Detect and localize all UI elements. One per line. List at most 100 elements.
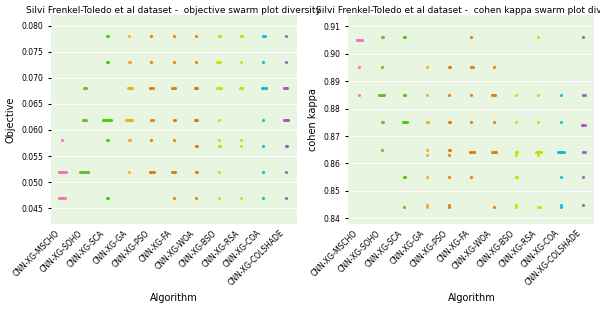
Point: [215, 60, 224, 65]
Point: [214, 34, 223, 39]
Point: [60, 169, 70, 174]
Point: [556, 120, 566, 125]
Point: [127, 86, 136, 91]
Point: [511, 205, 521, 210]
Point: [469, 150, 479, 155]
Point: [578, 202, 588, 207]
Point: [236, 86, 246, 91]
Point: [444, 153, 454, 158]
Point: [532, 150, 542, 155]
Point: [193, 169, 202, 174]
Point: [282, 143, 292, 148]
Point: [121, 117, 131, 122]
Point: [103, 60, 113, 65]
Point: [444, 202, 454, 207]
Point: [401, 92, 410, 97]
Point: [55, 169, 64, 174]
Point: [259, 195, 268, 200]
Point: [444, 120, 454, 125]
Point: [61, 169, 71, 174]
X-axis label: Algorithm: Algorithm: [150, 294, 197, 303]
Point: [402, 120, 412, 125]
Point: [193, 143, 202, 148]
Point: [533, 205, 543, 210]
Point: [401, 175, 410, 180]
Point: [236, 60, 246, 65]
Point: [214, 117, 223, 122]
Point: [535, 205, 545, 210]
Point: [400, 175, 409, 180]
Point: [490, 92, 500, 97]
Point: [465, 150, 475, 155]
Point: [259, 143, 268, 148]
Point: [580, 150, 589, 155]
Point: [489, 92, 499, 97]
Point: [169, 60, 179, 65]
Point: [490, 150, 500, 155]
Point: [377, 120, 386, 125]
Point: [124, 86, 134, 91]
X-axis label: Algorithm: Algorithm: [448, 294, 495, 303]
Point: [81, 169, 91, 174]
Point: [58, 195, 68, 200]
Point: [555, 150, 565, 155]
Point: [468, 65, 478, 70]
Point: [422, 202, 431, 207]
Point: [191, 60, 201, 65]
Point: [57, 138, 67, 143]
Point: [217, 86, 226, 91]
Point: [146, 86, 156, 91]
Point: [511, 202, 521, 207]
Title: Silvi Frenkel-Toledo et al dataset -  objective swarm plot diversity: Silvi Frenkel-Toledo et al dataset - obj…: [26, 6, 321, 15]
Point: [422, 153, 431, 158]
Point: [214, 86, 223, 91]
Point: [577, 123, 587, 128]
Point: [167, 169, 177, 174]
Point: [215, 143, 224, 148]
Point: [284, 117, 293, 122]
Point: [488, 150, 497, 155]
Point: [445, 120, 455, 125]
Point: [214, 169, 223, 174]
Point: [55, 195, 64, 200]
Point: [236, 34, 246, 39]
Point: [146, 169, 156, 174]
Point: [78, 117, 88, 122]
Point: [422, 175, 431, 180]
Point: [103, 195, 113, 200]
Point: [103, 117, 113, 122]
Point: [280, 86, 289, 91]
Point: [236, 138, 246, 143]
Point: [169, 117, 179, 122]
Point: [169, 34, 179, 39]
Point: [353, 38, 363, 43]
Point: [102, 34, 112, 39]
Point: [78, 169, 88, 174]
Point: [489, 150, 499, 155]
Point: [79, 169, 89, 174]
Point: [511, 175, 521, 180]
Point: [124, 138, 134, 143]
Point: [512, 150, 522, 155]
Point: [190, 117, 200, 122]
Point: [444, 205, 454, 210]
Point: [467, 150, 476, 155]
Point: [127, 117, 136, 122]
Point: [467, 175, 476, 180]
Point: [559, 150, 568, 155]
Point: [56, 195, 65, 200]
Point: [281, 86, 290, 91]
Point: [58, 169, 68, 174]
Point: [214, 60, 223, 65]
Point: [259, 117, 268, 122]
Point: [445, 147, 455, 152]
Point: [259, 34, 268, 39]
Point: [145, 86, 155, 91]
Point: [102, 60, 112, 65]
Point: [60, 195, 70, 200]
Point: [124, 34, 134, 39]
Point: [170, 117, 180, 122]
Point: [398, 120, 407, 125]
Point: [281, 195, 290, 200]
Point: [57, 195, 67, 200]
